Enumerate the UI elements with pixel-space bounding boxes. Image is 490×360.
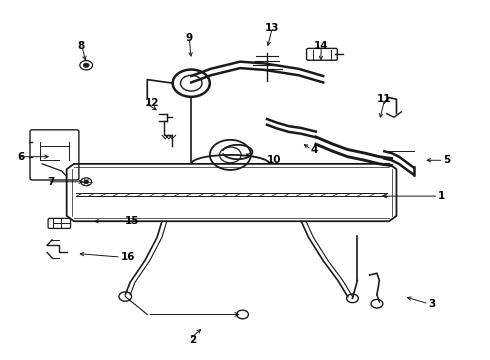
Text: 6: 6 <box>18 152 25 162</box>
Text: 5: 5 <box>443 155 450 165</box>
Text: 11: 11 <box>377 94 392 104</box>
Text: 10: 10 <box>267 155 281 165</box>
Text: 2: 2 <box>189 334 196 345</box>
Text: 7: 7 <box>47 177 54 187</box>
Text: 14: 14 <box>314 41 328 50</box>
Text: 9: 9 <box>185 33 193 43</box>
Text: 3: 3 <box>428 299 436 309</box>
Text: 12: 12 <box>145 98 159 108</box>
Circle shape <box>83 63 89 67</box>
Text: 8: 8 <box>78 41 85 50</box>
Circle shape <box>84 180 89 184</box>
Text: 4: 4 <box>311 144 318 154</box>
Text: 16: 16 <box>121 252 135 262</box>
Text: 15: 15 <box>125 216 140 226</box>
Text: 1: 1 <box>438 191 445 201</box>
Text: 13: 13 <box>265 23 279 33</box>
